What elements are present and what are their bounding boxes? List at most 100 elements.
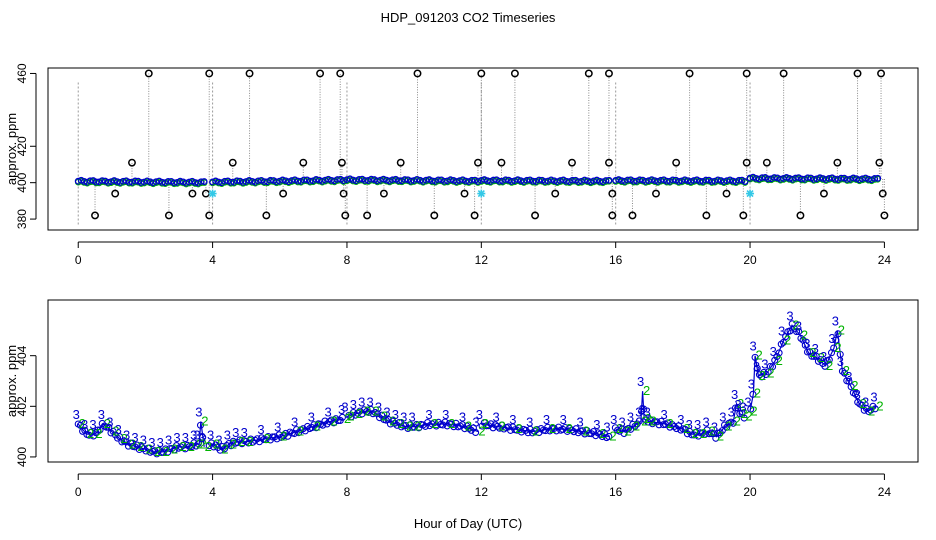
symbol-3: 3	[509, 412, 516, 427]
symbol-2: 2	[801, 327, 808, 342]
symbol-2: 2	[725, 419, 732, 434]
symbol-2: 2	[104, 416, 111, 431]
co2-point	[544, 423, 552, 431]
spike-low-mid-point	[188, 189, 197, 198]
co2-point	[458, 421, 467, 429]
symbol-3: 3	[870, 389, 877, 404]
symbol-3: 3	[207, 427, 214, 442]
spike-low-point	[608, 211, 617, 220]
co2-point	[751, 353, 759, 361]
co2-point	[404, 424, 412, 433]
symbol-3: 3	[140, 432, 147, 447]
spike-low-point	[363, 211, 372, 220]
co2-point	[199, 433, 207, 441]
baseline-point-blue	[720, 178, 728, 186]
spike-high-point	[477, 69, 486, 78]
symbol-3: 3	[786, 308, 793, 323]
symbol-2: 2	[188, 439, 195, 454]
symbol-3: 3	[338, 402, 345, 417]
co2-point	[153, 450, 161, 458]
co2-point	[513, 426, 521, 434]
symbol-3: 3	[677, 412, 684, 427]
symbol-2: 2	[692, 426, 699, 441]
co2-point	[188, 443, 196, 451]
bottom-x-tick-label: 16	[609, 485, 623, 499]
symbol-2: 2	[465, 419, 472, 434]
co2-point	[838, 367, 846, 375]
co2-point	[378, 411, 386, 419]
spike-low-mid-point	[339, 189, 348, 198]
symbol-2: 2	[205, 439, 212, 454]
co2-point	[749, 390, 757, 398]
co2-point	[482, 422, 491, 430]
top-y-tick-label: 460	[15, 63, 29, 83]
co2-point	[793, 328, 801, 336]
symbol-2: 2	[213, 436, 220, 451]
symbol-2: 2	[838, 322, 845, 337]
symbol-3: 3	[274, 420, 281, 435]
symbol-3: 3	[442, 407, 449, 422]
symbol-3: 3	[182, 430, 189, 445]
symbol-3: 3	[749, 339, 756, 354]
co2-point	[223, 441, 231, 450]
baseline-point-blue	[468, 176, 476, 184]
symbol-2: 2	[356, 406, 363, 421]
spike-low-point	[470, 211, 479, 220]
spike-mid-point	[474, 158, 482, 167]
symbol-3: 3	[148, 435, 155, 450]
symbol-2: 2	[364, 403, 371, 418]
symbol-2: 2	[154, 444, 161, 459]
spike-low-point	[91, 211, 99, 220]
co2-point	[777, 340, 785, 348]
baseline-point-blue	[605, 176, 613, 184]
co2-point	[465, 424, 473, 433]
symbol-3: 3	[820, 349, 827, 364]
co2-point	[795, 327, 803, 336]
co2-point	[334, 417, 342, 425]
co2-point	[389, 417, 397, 425]
symbol-2: 2	[641, 414, 648, 429]
symbol-2: 2	[767, 365, 774, 380]
co2-point	[528, 429, 536, 437]
symbol-2: 2	[121, 431, 128, 446]
spike-high-point	[605, 69, 613, 78]
co2-point	[753, 364, 761, 372]
symbol-2: 2	[331, 414, 338, 429]
co2-point	[122, 438, 130, 446]
symbol-2: 2	[792, 317, 799, 332]
baseline-point-blue	[535, 176, 543, 184]
symbol-3: 3	[195, 405, 202, 420]
spike-low-point	[531, 211, 540, 220]
baseline-point-blue	[227, 178, 235, 186]
spike-mid-point	[396, 158, 405, 167]
symbol-3: 3	[106, 415, 113, 430]
symbol-3: 3	[291, 415, 298, 430]
symbol-2: 2	[843, 363, 850, 378]
symbol-2: 2	[532, 424, 539, 439]
co2-point	[229, 437, 237, 445]
top-x-tick-label: 0	[75, 253, 82, 267]
panel-top-axes: 0 4 8 12 16 20 24 380 420 460 400	[15, 63, 891, 267]
symbol-3: 3	[115, 422, 122, 437]
spike-low-mid-point	[551, 189, 560, 198]
co2-point	[87, 428, 95, 436]
bottom-x-tick-label: 0	[75, 485, 82, 499]
symbol-3: 3	[98, 407, 105, 422]
symbol-2: 2	[179, 439, 186, 454]
symbol-3: 3	[257, 422, 264, 437]
symbol-3: 3	[778, 324, 785, 339]
symbol-3: 3	[157, 435, 164, 450]
symbol-2: 2	[868, 403, 875, 418]
symbol-3: 3	[375, 399, 382, 414]
symbol-3: 3	[660, 407, 667, 422]
spike-low-point	[164, 211, 173, 220]
co2-point	[157, 448, 165, 456]
spike-high-point	[877, 69, 886, 78]
symbol-3: 3	[89, 417, 96, 432]
symbol-2: 2	[398, 416, 405, 431]
baseline-point-blue	[669, 176, 677, 184]
spike-mid-point	[833, 158, 842, 167]
symbol-3: 3	[190, 427, 197, 442]
co2-point	[620, 429, 628, 438]
